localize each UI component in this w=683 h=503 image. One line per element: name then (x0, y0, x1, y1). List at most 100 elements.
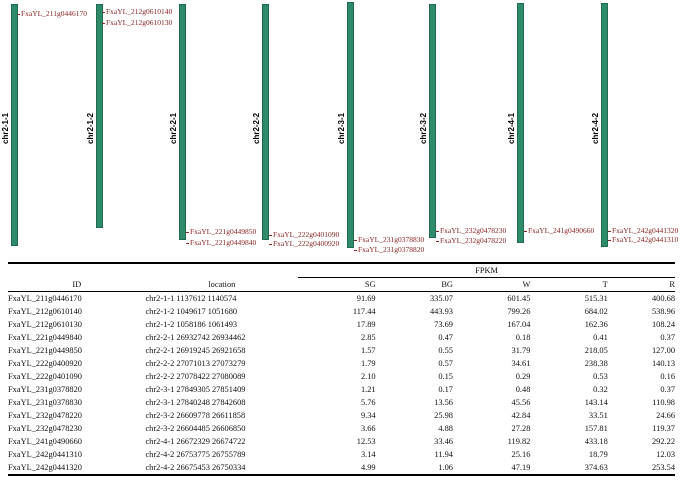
cell-location: chr2-2-2 27071013 27073279 (145, 359, 246, 368)
cell-sg: 9.34 (360, 411, 376, 420)
cell-sg: 4.99 (360, 463, 376, 472)
table-row: FxaYL_241g0490660 chr2-4-1 26672329 26674… (8, 435, 675, 448)
cell-w: 119.82 (507, 437, 531, 446)
cell-bg: 33.46 (434, 437, 453, 446)
cell-bg: 11.94 (434, 450, 453, 459)
cell-w: 27.28 (511, 424, 531, 433)
gene-label: FxaYL_221g0449840 (185, 238, 257, 247)
cell-w: 25.16 (511, 450, 531, 459)
cell-sg: 1.21 (360, 385, 376, 394)
chromosome-bar (347, 2, 354, 248)
gene-label: FxaYL_212g0610140 (101, 7, 173, 16)
chromosome-bar (96, 4, 103, 228)
cell-r: 0.37 (660, 333, 675, 342)
gene-label: FxaYL_232g0478230 (435, 226, 507, 235)
table-row: FxaYL_211g0446170 chr2-1-1 1137612 114057… (8, 292, 675, 306)
gene-label: FxaYL_242g0441320 (607, 226, 679, 235)
table-row: FxaYL_231g0378820 chr2-3-1 27849305 27851… (8, 383, 675, 396)
gene-label: FxaYL_211g0446170 (17, 9, 87, 18)
fpkm-group-header: FPKM (298, 263, 675, 278)
gene-label: FxaYL_231g0378830 (353, 235, 425, 244)
cell-sg: 3.14 (360, 450, 376, 459)
cell-w: 0.29 (515, 372, 531, 381)
cell-t: 433.18 (584, 437, 608, 446)
cell-t: 162.36 (584, 320, 608, 329)
column-header-t: T (602, 280, 608, 289)
cell-location: chr2-2-1 26919245 26921658 (145, 346, 246, 355)
cell-sg: 5.76 (360, 398, 376, 407)
cell-w: 47.19 (511, 463, 531, 472)
cell-location: chr2-3-1 27849305 27851409 (145, 385, 246, 394)
column-header-w: W (522, 280, 531, 289)
chromosome-bar (517, 3, 524, 243)
column-header-sg: SG (364, 280, 376, 289)
cell-r: 108.24 (651, 320, 675, 329)
cell-w: 0.48 (515, 385, 531, 394)
chromosome-label: chr2-4-2 (591, 112, 600, 144)
chromosome-label: chr2-2-1 (169, 112, 178, 144)
gene-label: FxaYL_221g0449850 (185, 227, 257, 236)
gene-label: FxaYL_222g0401090 (268, 230, 340, 239)
cell-bg: 0.15 (438, 372, 453, 381)
table-row: FxaYL_212g0610140 chr2-1-2 1049617 105168… (8, 305, 675, 318)
cell-id: FxaYL_211g0446170 (8, 294, 82, 303)
cell-w: 601.45 (507, 294, 531, 303)
cell-sg: 1.57 (360, 346, 376, 355)
cell-id: FxaYL_231g0378830 (8, 398, 82, 407)
cell-location: chr2-3-2 26604485 26606850 (145, 424, 246, 433)
cell-sg: 17.89 (356, 320, 376, 329)
chromosome-label: chr2-1-1 (1, 112, 10, 144)
cell-r: 110.98 (652, 398, 675, 407)
cell-t: 157.81 (584, 424, 608, 433)
cell-id: FxaYL_222g0400920 (8, 359, 82, 368)
cell-t: 515.31 (584, 294, 608, 303)
gene-label: FxaYL_222g0400920 (268, 239, 340, 248)
cell-id: FxaYL_232g0478220 (8, 411, 82, 420)
cell-t: 33.51 (588, 411, 608, 420)
cell-r: 12.03 (656, 450, 675, 459)
chromosome-label: chr2-3-2 (419, 112, 428, 144)
cell-id: FxaYL_242g0441320 (8, 463, 82, 472)
gene-label: FxaYL_232g0478220 (435, 236, 507, 245)
chromosome-map: chr2-1-1 chr2-1-2 chr2-2-1 chr2-2-2 chr2… (1, 2, 679, 254)
cell-w: 42.84 (511, 411, 531, 420)
cell-sg: 3.66 (360, 424, 376, 433)
cell-sg: 2.10 (360, 372, 376, 381)
cell-location: chr2-2-1 26932742 26934462 (145, 333, 246, 342)
cell-id: FxaYL_232g0478230 (8, 424, 82, 433)
cell-location: chr2-1-2 1058186 1061493 (145, 320, 238, 329)
chromosome-label: chr2-1-2 (86, 112, 95, 144)
column-header-id: ID (72, 279, 82, 289)
chromosome-label: chr2-3-1 (337, 112, 346, 144)
table-row: FxaYL_232g0478220 chr2-3-2 26609778 26611… (8, 409, 675, 422)
cell-bg: 0.17 (438, 385, 453, 394)
cell-sg: 1.79 (360, 359, 376, 368)
cell-w: 45.56 (511, 398, 531, 407)
cell-bg: 335.07 (429, 294, 453, 303)
table-row: FxaYL_221g0449850 chr2-2-1 26919245 26921… (8, 344, 675, 357)
cell-t: 0.41 (593, 333, 608, 342)
table-row: FxaYL_222g0401090 chr2-2-2 27078422 27080… (8, 370, 675, 383)
column-header-bg: BG (441, 280, 453, 289)
column-header-r: R (669, 280, 675, 289)
cell-r: 253.54 (651, 463, 675, 472)
cell-w: 0.18 (515, 333, 531, 342)
chromosome-bar (601, 3, 608, 247)
table-row: FxaYL_222g0400920 chr2-2-2 27071013 27073… (8, 357, 675, 370)
cell-location: chr2-3-1 27840248 27842608 (145, 398, 246, 407)
chromosome-bar (179, 4, 186, 240)
cell-t: 684.02 (584, 307, 608, 316)
cell-id: FxaYL_221g0449840 (8, 333, 82, 342)
cell-t: 238.38 (584, 359, 608, 368)
column-header-location: location (208, 279, 236, 289)
cell-sg: 91.69 (356, 294, 376, 303)
cell-id: FxaYL_212g0610140 (8, 307, 82, 316)
cell-bg: 1.06 (438, 463, 453, 472)
cell-t: 0.32 (593, 385, 608, 394)
table-row: FxaYL_242g0441320 chr2-4-2 26675453 26750… (8, 461, 675, 475)
cell-location: chr2-4-2 26753775 26755789 (145, 450, 246, 459)
cell-r: 400.68 (651, 294, 675, 303)
cell-bg: 0.55 (438, 346, 453, 355)
chromosome-bar (262, 4, 269, 240)
fpkm-table: FPKM ID location SG BG W T R FxaYL_211g0… (8, 262, 675, 476)
